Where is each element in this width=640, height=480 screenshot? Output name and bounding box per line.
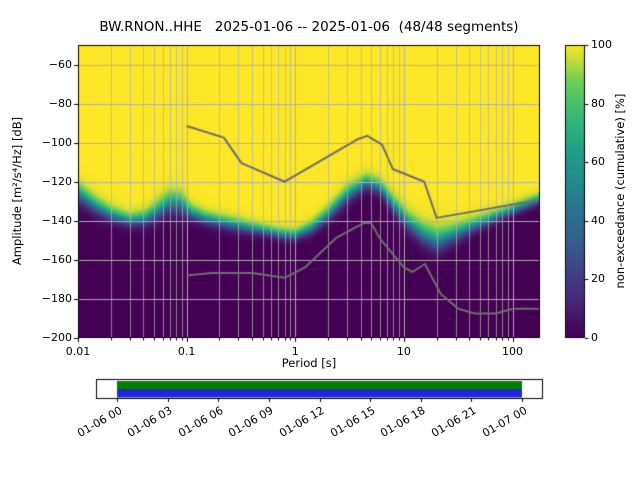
colorbar-tick-label: 60 bbox=[591, 155, 605, 169]
y-tick-label: −200 bbox=[41, 331, 72, 344]
y-tick-label: −120 bbox=[41, 174, 72, 188]
colorbar-tick-label: 80 bbox=[591, 96, 605, 110]
x-tick-label: 0.01 bbox=[65, 345, 91, 358]
x-tick-label: 1 bbox=[291, 345, 299, 358]
colorbar-tick-label: 20 bbox=[591, 272, 605, 286]
x-tick-label: 100 bbox=[502, 345, 524, 358]
x-axis-label: Period [s] bbox=[281, 356, 337, 370]
plot-title: BW.RNON..HHE 2025-01-06 -- 2025-01-06 (4… bbox=[99, 19, 519, 35]
y-tick-label: −60 bbox=[48, 57, 72, 71]
x-tick-label: 10 bbox=[396, 345, 411, 358]
y-axis-label: Amplitude [m²/s⁴/Hz] [dB] bbox=[10, 116, 24, 266]
y-tick-label: −100 bbox=[41, 135, 72, 149]
y-tick-label: −180 bbox=[41, 291, 72, 305]
colorbar-label: non-exceedance (cumulative) [%] bbox=[613, 93, 627, 289]
colorbar-tick-label: 0 bbox=[591, 331, 598, 344]
colorbar-tick-label: 100 bbox=[591, 38, 612, 51]
x-tick-label: 0.1 bbox=[177, 345, 196, 358]
y-tick-label: −140 bbox=[41, 213, 72, 227]
y-tick-label: −160 bbox=[41, 252, 72, 266]
colorbar-tick-label: 40 bbox=[591, 213, 605, 227]
y-tick-label: −80 bbox=[48, 96, 72, 110]
